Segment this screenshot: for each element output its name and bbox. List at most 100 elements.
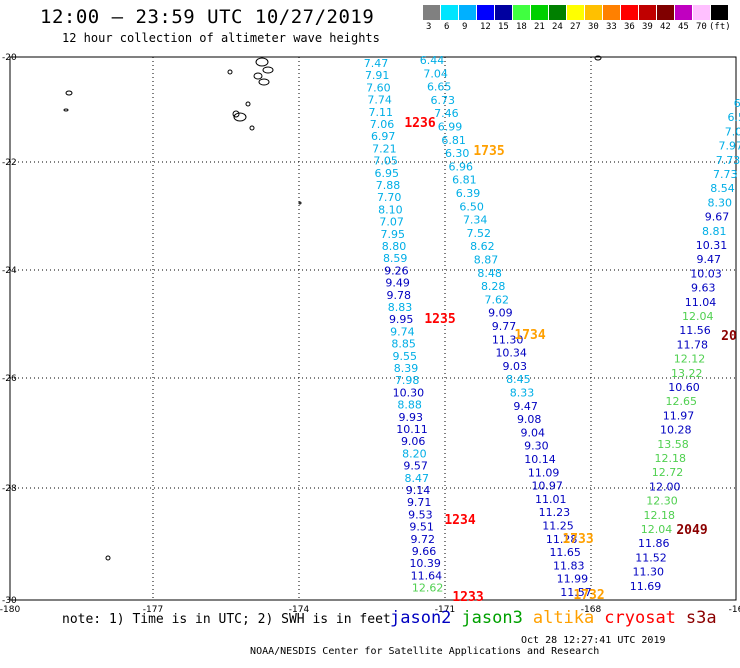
track-a-value: 9.93 (399, 411, 424, 424)
pass-time-label: 2049 (676, 523, 707, 538)
track-b-value: 10.97 (531, 480, 563, 493)
track-b-value: 6.81 (452, 174, 477, 187)
track-a-value: 7.70 (377, 191, 402, 204)
track-a-value: 8.59 (383, 252, 408, 265)
track-a-value: 9.55 (393, 350, 418, 363)
footer-note: note: 1) Time is in UTC; 2) SWH is in fe… (62, 612, 391, 627)
track-b-value: 8.62 (470, 240, 495, 253)
track-a-value: 7.06 (370, 118, 395, 131)
track-a-value: 9.66 (412, 545, 437, 558)
track-c-value: 11.52 (635, 551, 667, 564)
track-b-value: 7.52 (467, 227, 492, 240)
track-b-value: 9.03 (503, 360, 528, 373)
track-c-value: 12.18 (644, 509, 676, 522)
track-b-value: 11.09 (528, 466, 560, 479)
track-c-value: 11.56 (679, 324, 711, 337)
track-b-value: 9.04 (521, 426, 546, 439)
track-a-value: 7.05 (373, 155, 398, 168)
island-outline (263, 67, 273, 73)
lon-tick-label: -180 (0, 605, 20, 615)
track-a-value: 9.26 (384, 264, 409, 277)
track-c-value: 11.04 (685, 296, 717, 309)
track-c-value: 12.30 (646, 495, 678, 508)
track-a-value: 7.74 (367, 94, 392, 107)
track-c-value: 9.67 (705, 211, 730, 224)
track-b-value: 7.62 (485, 293, 510, 306)
track-b-value: 8.48 (477, 267, 502, 280)
pass-time-label: 1235 (424, 312, 455, 327)
track-a-value: 8.10 (378, 203, 403, 216)
track-a-value: 7.47 (364, 57, 389, 70)
lat-tick-label: -28 (2, 484, 17, 494)
track-c-value: 10.60 (668, 381, 700, 394)
lat-tick-label: -22 (2, 158, 17, 168)
track-a-value: 12.62 (412, 582, 444, 595)
credit-text: NOAA/NESDIS Center for Satellite Applica… (250, 646, 599, 657)
track-c-value: 12.04 (641, 523, 673, 536)
track-b-value: 6.65 (427, 81, 452, 94)
track-c-value: 6.5 (728, 111, 740, 124)
track-a-value: 7.07 (379, 216, 404, 229)
track-b-value: 6.73 (431, 94, 456, 107)
lat-tick-label: -24 (2, 266, 17, 276)
track-c-value: 11.69 (630, 580, 662, 593)
track-b-value: 9.47 (513, 400, 538, 413)
satellite-jason3: jason3 (461, 608, 522, 628)
track-c-value: 13.58 (657, 438, 689, 451)
track-b-value: 11.23 (539, 506, 571, 519)
satellite-s3a: s3a (686, 608, 717, 628)
track-b-value: 6.96 (449, 160, 474, 173)
track-c-value: 9.63 (691, 282, 716, 295)
lon-tick-label: -16 (729, 605, 740, 615)
track-b-value: 8.33 (510, 387, 535, 400)
track-a-value: 8.80 (382, 240, 407, 253)
footer-credit: NOAA/NESDIS Center for Satellite Applica… (238, 635, 599, 668)
track-b-value: 9.09 (488, 307, 513, 320)
track-b-value: 6.30 (445, 147, 470, 160)
satellite-cryosat: cryosat (604, 608, 676, 628)
track-b-value: 11.65 (549, 546, 581, 559)
track-a-value: 11.64 (411, 569, 443, 582)
pass-time-label: 1733 (562, 532, 593, 547)
track-c-value: 7.73 (716, 154, 740, 167)
island-outline (254, 73, 262, 79)
track-a-value: 10.30 (393, 386, 425, 399)
island-outline (106, 556, 110, 560)
track-a-value: 8.85 (391, 338, 416, 351)
track-a-value: 9.57 (403, 460, 428, 473)
track-a-value: 7.88 (376, 179, 401, 192)
track-a-value: 9.14 (406, 484, 431, 497)
track-a-value: 8.83 (388, 301, 413, 314)
track-c-value: 13.22 (671, 367, 703, 380)
track-b-value: 6.50 (459, 200, 484, 213)
pass-time-label: 20 (721, 329, 737, 344)
track-a-value: 9.51 (409, 521, 434, 534)
track-a-value: 9.72 (411, 533, 436, 546)
satellite-altika: altika (533, 608, 594, 628)
track-b-value: 8.28 (481, 280, 506, 293)
track-c-value: 8.30 (708, 196, 733, 209)
pass-time-label: 1233 (452, 590, 483, 605)
track-b-value: 9.08 (517, 413, 542, 426)
track-c-value: 8.54 (710, 182, 735, 195)
track-b-value: 6.44 (420, 54, 445, 67)
track-a-value: 9.71 (407, 496, 432, 509)
track-a-value: 6.97 (371, 130, 396, 143)
track-c-value: 9.47 (697, 253, 722, 266)
track-b-value: 10.34 (495, 347, 527, 360)
track-c-value: 10.28 (660, 424, 692, 437)
track-a-value: 9.95 (389, 313, 414, 326)
lat-tick-label: -20 (2, 53, 17, 63)
track-c-value: 7.73 (713, 168, 738, 181)
wave-height-map: -180-177-174-171-168-16-20-22-24-26-28-3… (0, 0, 740, 650)
island-outline (64, 109, 68, 111)
track-b-value: 11.01 (535, 493, 567, 506)
pass-time-label: 1236 (404, 116, 435, 131)
track-b-value: 8.87 (474, 254, 499, 267)
track-a-value: 8.88 (397, 399, 422, 412)
track-a-value: 10.39 (409, 557, 441, 570)
track-a-value: 8.39 (394, 362, 419, 375)
track-a-value: 6.95 (375, 167, 400, 180)
track-a-value: 7.11 (369, 106, 394, 119)
